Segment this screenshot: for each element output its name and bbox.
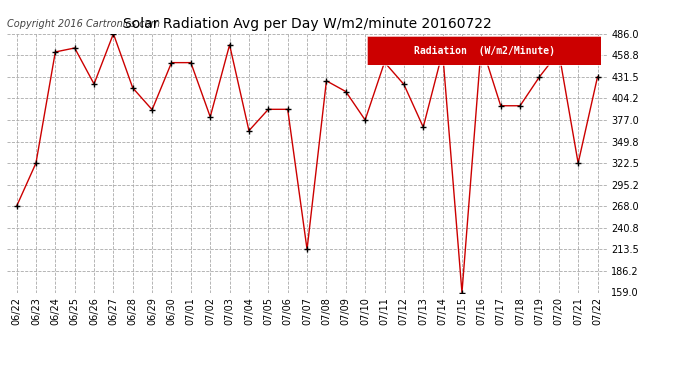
Title: Solar Radiation Avg per Day W/m2/minute 20160722: Solar Radiation Avg per Day W/m2/minute … [123,17,491,31]
Text: Copyright 2016 Cartronics.com: Copyright 2016 Cartronics.com [7,19,160,28]
